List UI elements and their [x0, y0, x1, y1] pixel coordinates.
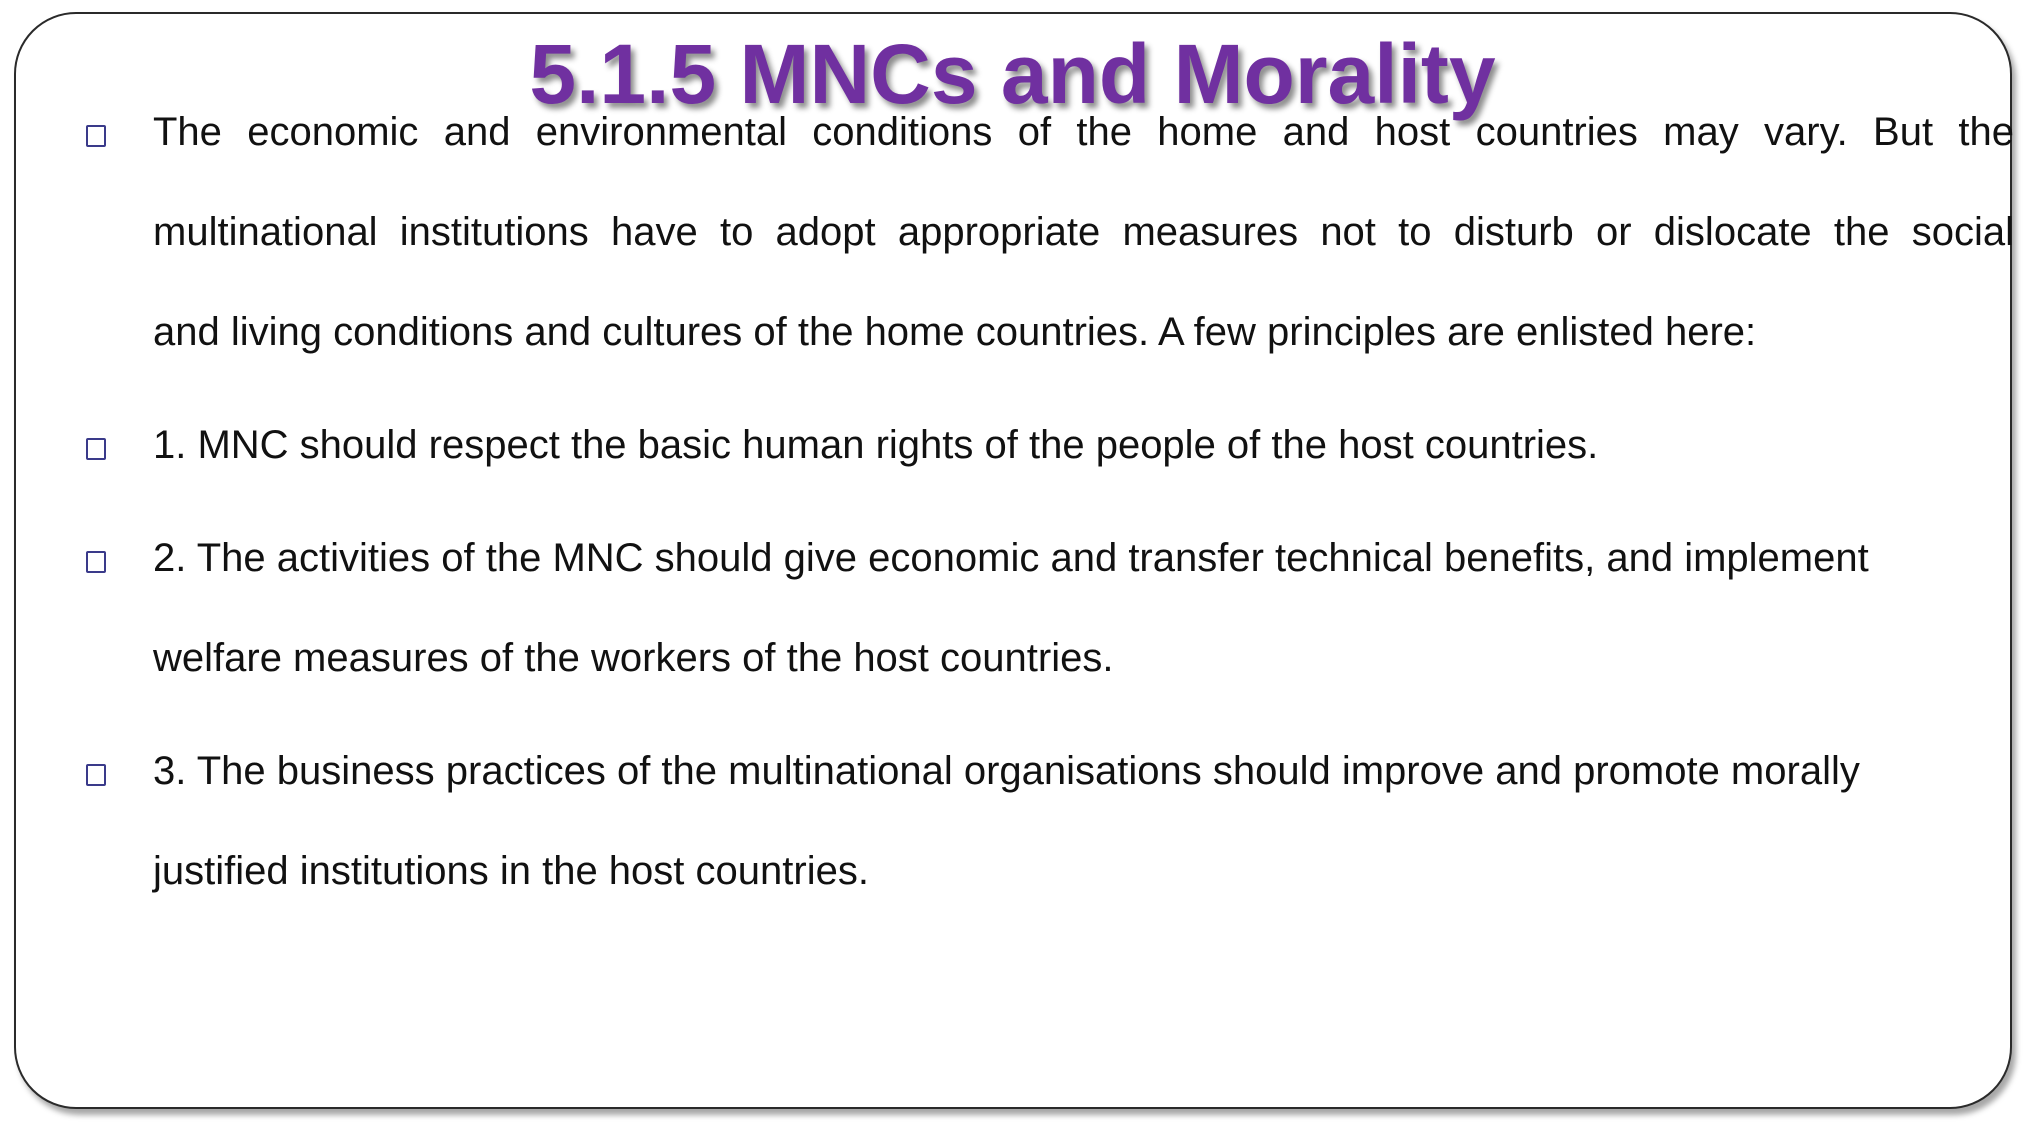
bullet-paragraph: 3. The business practices of the multina… [153, 721, 1860, 921]
paragraph-line: justified institutions in the host count… [153, 849, 869, 893]
paragraph-line: 2. The activities of the MNC should give… [153, 536, 1869, 580]
slide-frame [14, 12, 2012, 1109]
square-bullet-icon [86, 764, 106, 786]
slide-title: 5.1.5 MNCs and Morality [529, 27, 1496, 121]
paragraph-line: multinational institutions have to adopt… [153, 210, 2014, 254]
square-bullet-icon [86, 551, 106, 573]
bullet-paragraph: 1. MNC should respect the basic human ri… [153, 395, 1598, 495]
square-bullet-icon [86, 438, 106, 460]
square-bullet-icon [86, 125, 106, 147]
paragraph-line: The economic and environmental condition… [153, 110, 2014, 154]
paragraph-line: 1. MNC should respect the basic human ri… [153, 423, 1599, 467]
bullet-paragraph: 2. The activities of the MNC should give… [153, 508, 1869, 708]
paragraph-line: welfare measures of the workers of the h… [153, 636, 1114, 680]
paragraph-line: and living conditions and cultures of th… [153, 310, 1757, 354]
bullet-paragraph: The economic and environmental condition… [153, 82, 2014, 382]
paragraph-line: 3. The business practices of the multina… [153, 749, 1860, 793]
